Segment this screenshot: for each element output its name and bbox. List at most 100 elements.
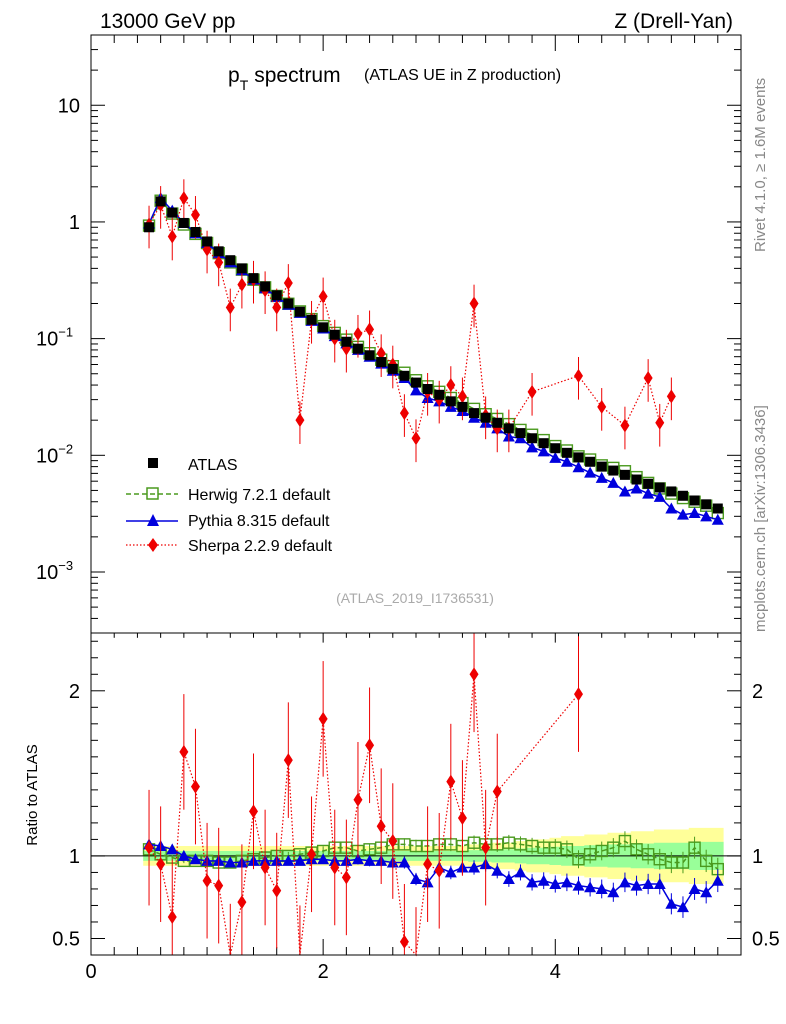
sherpa-ratio-point bbox=[365, 738, 375, 753]
pythia-point bbox=[526, 441, 539, 453]
legend-item-sherpa: Sherpa 2.2.9 default bbox=[126, 538, 333, 555]
pythia-point bbox=[618, 485, 631, 497]
x-tick-label: 0 bbox=[85, 961, 96, 983]
sherpa-line bbox=[148, 196, 672, 441]
legend-item-pythia: Pythia 8.315 default bbox=[126, 513, 330, 530]
sherpa-ratio-point bbox=[179, 744, 189, 759]
sherpa-ratio-point bbox=[283, 753, 293, 768]
series-ratio-sherpa bbox=[144, 633, 583, 957]
sherpa-ratio-point bbox=[167, 910, 177, 925]
main-y-ticks: 10 1 10−1 10−2 10−3 bbox=[36, 34, 741, 634]
pythia-ratio-point bbox=[293, 854, 306, 866]
ratio-y-tick-label: 0.5 bbox=[52, 928, 80, 950]
pythia-ratio-point bbox=[491, 864, 504, 876]
sherpa-point bbox=[353, 326, 363, 341]
atlas-point bbox=[248, 273, 259, 284]
pythia-ratio-point bbox=[700, 886, 713, 898]
sherpa-point bbox=[399, 406, 409, 421]
sherpa-ratio-point bbox=[144, 840, 154, 855]
atlas-point bbox=[480, 412, 491, 423]
atlas-point bbox=[167, 207, 178, 218]
sherpa-point bbox=[283, 275, 293, 290]
pythia-ratio-point bbox=[642, 877, 655, 889]
sherpa-ratio-point bbox=[481, 840, 491, 855]
atlas-point bbox=[654, 482, 665, 493]
atlas-point bbox=[619, 469, 630, 480]
legend-marker-herwig bbox=[146, 487, 159, 500]
pythia-ratio-point bbox=[189, 853, 202, 865]
sherpa-point bbox=[620, 418, 630, 433]
pythia-point bbox=[676, 508, 689, 520]
atlas-point bbox=[202, 236, 213, 247]
pythia-ratio-point bbox=[560, 876, 573, 888]
sherpa-point bbox=[446, 378, 456, 393]
legend-label-herwig: Herwig 7.2.1 default bbox=[188, 487, 331, 504]
ratio-frame bbox=[90, 632, 742, 956]
pythia-point bbox=[537, 445, 550, 457]
pythia-ratio-point bbox=[584, 881, 597, 893]
sherpa-ratio-point bbox=[376, 819, 386, 834]
atlas-point bbox=[294, 306, 305, 317]
sherpa-ratio-point bbox=[446, 774, 456, 789]
pythia-ratio-point bbox=[351, 853, 364, 865]
mcplots-label: mcplots.cern.ch [arXiv:1306.3436] bbox=[752, 405, 769, 632]
sherpa-ratio-point bbox=[353, 792, 363, 807]
atlas-point bbox=[422, 384, 433, 395]
atlas-point bbox=[341, 336, 352, 347]
sherpa-point bbox=[666, 389, 676, 404]
pythia-point bbox=[653, 490, 666, 502]
pythia-point bbox=[410, 384, 422, 396]
legend-item-herwig: Herwig 7.2.1 default bbox=[126, 487, 331, 504]
header-right: Z (Drell-Yan) bbox=[614, 10, 733, 33]
series-sherpa bbox=[144, 179, 676, 463]
sherpa-point bbox=[237, 277, 247, 292]
sherpa-ratio-point bbox=[457, 810, 467, 825]
main-panel: 10 1 10−1 10−2 10−3 (ATLAS_2019_I1736531) pT… bbox=[36, 34, 742, 634]
ratio-y-tick-label: 2 bbox=[69, 681, 80, 703]
sherpa-point bbox=[167, 229, 177, 244]
y-tick-label: 10 bbox=[58, 95, 80, 117]
pythia-ratio-point bbox=[177, 849, 190, 861]
atlas-point bbox=[387, 363, 398, 374]
legend-marker-pythia bbox=[147, 514, 159, 526]
sherpa-ratio-point bbox=[469, 667, 479, 682]
pythia-point bbox=[607, 476, 620, 488]
atlas-point bbox=[677, 490, 688, 501]
pythia-ratio-point bbox=[607, 886, 620, 898]
atlas-point bbox=[573, 452, 584, 463]
pythia-ratio-point bbox=[282, 854, 295, 866]
pythia-ratio-point bbox=[166, 843, 179, 855]
sherpa-point bbox=[643, 370, 653, 385]
atlas-point bbox=[411, 377, 421, 388]
atlas-point bbox=[155, 196, 166, 207]
pythia-point bbox=[688, 507, 701, 519]
sherpa-point bbox=[457, 389, 467, 404]
atlas-point bbox=[666, 486, 677, 497]
sherpa-point bbox=[411, 431, 421, 446]
sherpa-ratio-point bbox=[423, 857, 433, 872]
sherpa-point bbox=[318, 289, 328, 304]
legend: ATLAS Herwig 7.2.1 default Pythia 8.315 … bbox=[126, 457, 333, 555]
ratio-y-tick-label-right: 0.5 bbox=[752, 928, 780, 950]
pythia-ratio-point bbox=[676, 901, 689, 913]
pythia-ratio-point bbox=[630, 879, 643, 891]
herwig-ratio-point bbox=[560, 843, 574, 856]
pythia-ratio-point bbox=[688, 882, 701, 894]
herwig-ratio-point bbox=[688, 841, 701, 854]
atlas-point bbox=[538, 438, 549, 449]
atlas-point bbox=[434, 389, 445, 400]
sherpa-point bbox=[376, 346, 386, 361]
atlas-point bbox=[213, 246, 224, 257]
pythia-ratio-point bbox=[572, 879, 585, 891]
sherpa-ratio-point bbox=[434, 863, 444, 878]
pythia-ratio-point bbox=[526, 876, 539, 888]
sherpa-ratio-point bbox=[330, 860, 340, 875]
atlas-point bbox=[701, 499, 712, 510]
sherpa-ratio-point bbox=[492, 784, 502, 799]
pythia-ratio-point bbox=[224, 856, 237, 868]
legend-marker-atlas bbox=[148, 458, 158, 468]
atlas-point bbox=[144, 222, 155, 233]
atlas-point bbox=[236, 263, 247, 274]
sherpa-point bbox=[179, 191, 189, 206]
x-tick-label: 4 bbox=[550, 961, 561, 983]
